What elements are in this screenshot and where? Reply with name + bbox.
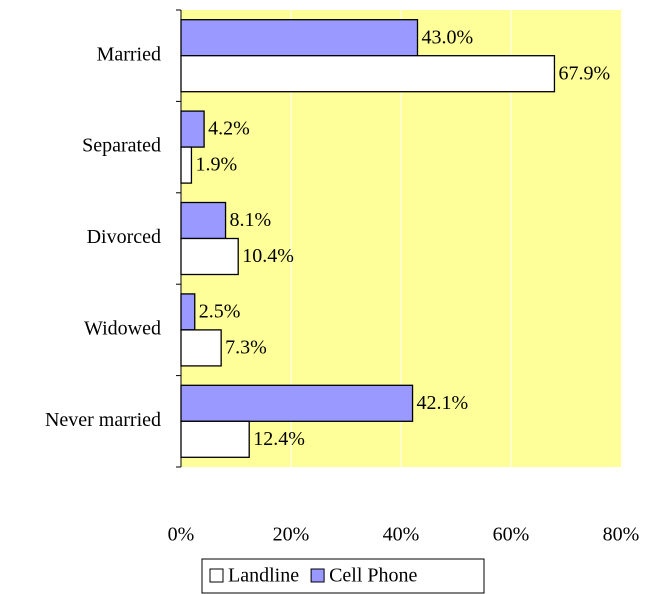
bar <box>180 110 205 148</box>
bar <box>180 19 419 57</box>
data-label: 10.4% <box>242 245 294 267</box>
legend-label: Cell Phone <box>329 565 417 587</box>
bar <box>180 201 227 240</box>
data-label: 12.4% <box>253 428 305 450</box>
data-label: 67.9% <box>558 62 610 84</box>
y-tick-label: Divorced <box>87 226 161 248</box>
data-label: 2.5% <box>199 300 241 322</box>
x-tick-label: 40% <box>383 524 420 546</box>
data-label: 1.9% <box>195 154 237 176</box>
legend-swatch <box>209 568 224 583</box>
legend-box <box>201 558 485 594</box>
bar <box>180 384 414 422</box>
y-tick-label: Widowed <box>84 317 161 339</box>
y-tick-label: Married <box>97 43 161 65</box>
bar <box>180 420 250 458</box>
data-label: 7.3% <box>225 336 267 358</box>
y-tick-label: Never married <box>45 409 161 431</box>
bar <box>180 55 556 93</box>
bar <box>180 329 222 367</box>
data-label: 43.0% <box>422 26 474 48</box>
x-tick-label: 60% <box>493 524 530 546</box>
bar <box>180 293 196 331</box>
legend-swatch <box>310 568 325 583</box>
legend-label: Landline <box>228 565 299 587</box>
x-tick-label: 80% <box>603 524 640 546</box>
x-tick-label: 0% <box>168 524 195 546</box>
x-tick-label: 20% <box>273 524 310 546</box>
data-label: 42.1% <box>417 392 469 414</box>
data-label: 8.1% <box>230 209 272 231</box>
bar <box>180 237 239 276</box>
bar <box>180 146 193 184</box>
y-tick-label: Separated <box>82 135 161 157</box>
data-label: 4.2% <box>208 118 250 140</box>
